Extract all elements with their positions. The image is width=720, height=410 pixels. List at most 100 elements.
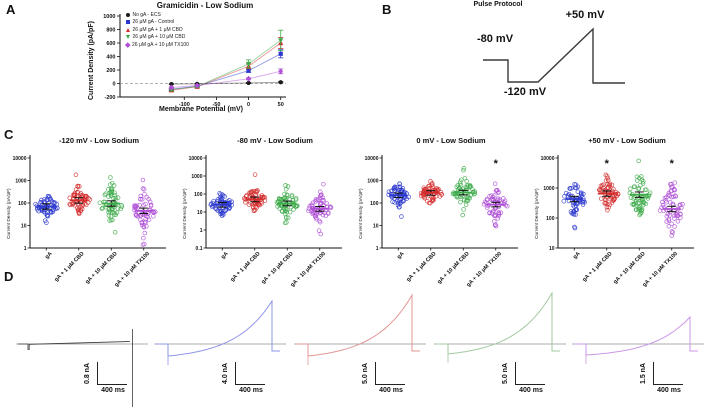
scatter-plot-canvas: 1 10 100 1000 10000 * [365, 155, 518, 252]
legend-item: No gA - ECS [126, 11, 189, 19]
legend-item-label: 26 μM gA + 10 μM TX100 [132, 41, 189, 48]
current-trace-canvas [572, 315, 704, 364]
svg-text:0.1: 0.1 [196, 246, 203, 252]
legend-marker-icon [125, 42, 131, 48]
scatter-plot-canvas: 10 100 1000 10000 * * [541, 155, 694, 252]
scatter-plot-canvas: 0.1 1 10 100 1000 10000 [189, 155, 342, 252]
legend-item-label: No gA - ECS [132, 11, 161, 18]
legend-marker-icon [126, 35, 130, 40]
svg-text:-100: -100 [179, 102, 190, 108]
svg-text:0: 0 [247, 102, 250, 108]
scatter-plot-title: -120 mV - Low Sodium [58, 136, 139, 145]
scalebar-time-label: 400 ms [101, 387, 125, 394]
svg-text:0: 0 [112, 81, 115, 87]
svg-text:100: 100 [18, 201, 27, 207]
current-trace-canvas [16, 329, 148, 407]
scalebar-vertical-icon [375, 362, 377, 385]
legend-item: 26 μM gA + 10 μM CBD [126, 34, 189, 42]
svg-text:100: 100 [370, 201, 379, 207]
scalebar-horizontal-icon [235, 384, 265, 386]
scalebar-amplitude-label: 5.0 nA [362, 362, 369, 384]
iv-plot-canvas: -200 0 200 400 600 800 1000 -100 -50 0 50 [103, 14, 286, 108]
legend-item-label: 26 μM gA - Control [132, 19, 175, 26]
svg-text:50: 50 [278, 102, 284, 108]
svg-text:1000: 1000 [103, 14, 115, 20]
scatter-plot-canvas: 1 10 100 1000 10000 [13, 155, 166, 252]
scalebar-vertical-icon [653, 362, 655, 385]
pulse-bottom-label: -120 mV [503, 86, 547, 98]
iv-plot-ylabel: Current Density (pA/pF) [88, 21, 95, 100]
panel-label-d: D [4, 269, 14, 284]
iv-plot-title: Gramicidin - Low Sodium [156, 1, 254, 10]
svg-text:-200: -200 [104, 95, 115, 101]
iv-plot-legend: No gA - ECS 26 μM gA - Control 26 μM gA … [125, 11, 189, 49]
svg-text:10: 10 [549, 246, 555, 252]
svg-text:*: * [670, 158, 675, 170]
current-trace-canvas [434, 291, 566, 363]
scalebar-horizontal-icon [97, 384, 127, 386]
legend-item: 26 μM gA + 10 μM TX100 [125, 41, 189, 49]
trace-ga-control: 4.0 nA 400 ms [152, 272, 292, 410]
scatter-plot-plus50mV: +50 mV - Low Sodium Current Density (pA/… [530, 131, 704, 303]
legend-marker-icon [126, 12, 130, 17]
scatter-plot-title: -80 mV - Low Sodium [237, 136, 313, 145]
scatter-plot-title: 0 mV - Low Sodium [416, 136, 486, 145]
scatter-plot-title: +50 mV - Low Sodium [588, 136, 666, 145]
legend-marker-icon [126, 20, 130, 25]
iv-plot-xlabel: Membrane Potential (mV) [158, 106, 243, 113]
current-trace-canvas [154, 299, 286, 365]
pulse-protocol-title: Pulse Protocol [473, 1, 523, 8]
scatter-plot-minus120mV: -120 mV - Low Sodium Current Density (pA… [2, 131, 176, 303]
trace-ga-1um-cbd: 5.0 nA 400 ms [292, 272, 432, 410]
svg-text:*: * [605, 158, 610, 170]
trace-no-ga: 0.8 nA 400 ms [14, 272, 154, 410]
svg-text:*: * [494, 158, 499, 170]
svg-text:-50: -50 [212, 102, 220, 108]
scalebar-time-label: 400 ms [657, 387, 681, 394]
scalebar-amplitude-label: 5.0 nA [502, 362, 509, 384]
scalebar-time-label: 400 ms [239, 387, 263, 394]
svg-text:10: 10 [373, 223, 379, 229]
legend-item: 26 μM gA + 1 μM CBD [126, 26, 189, 34]
scalebar-amplitude-label: 0.8 nA [84, 362, 91, 384]
svg-text:10000: 10000 [13, 156, 27, 162]
svg-text:800: 800 [106, 27, 115, 33]
legend-marker-icon [126, 27, 130, 32]
panel-label-c: C [4, 127, 14, 142]
legend-item-label: 26 μM gA + 1 μM CBD [132, 26, 183, 33]
panel-a-iv-plot: Gramicidin - Low Sodium Current Density … [72, 0, 304, 128]
svg-text:400: 400 [106, 54, 115, 60]
svg-text:1000: 1000 [15, 178, 26, 184]
legend-item-label: 26 μM gA + 10 μM CBD [132, 34, 186, 41]
scalebar-horizontal-icon [653, 384, 683, 386]
svg-text:1: 1 [376, 246, 379, 252]
scalebar-amplitude-label: 4.0 nA [222, 362, 229, 384]
svg-text:100: 100 [194, 192, 203, 198]
svg-text:10000: 10000 [541, 156, 555, 162]
scalebar-horizontal-icon [375, 384, 405, 386]
svg-text:1: 1 [200, 228, 203, 234]
svg-text:1000: 1000 [367, 178, 378, 184]
svg-text:10000: 10000 [365, 156, 379, 162]
trace-ga-10um-tx100: 1.5 nA 400 ms [570, 272, 710, 410]
svg-text:1: 1 [24, 246, 27, 252]
pulse-peak-label: +50 mV [565, 9, 605, 21]
scalebar-vertical-icon [97, 362, 99, 385]
panel-b-pulse-protocol: Pulse Protocol -80 mV +50 mV -120 mV [375, 0, 720, 118]
svg-text:1000: 1000 [191, 174, 202, 180]
scalebar-vertical-icon [515, 362, 517, 385]
current-trace-canvas [294, 293, 426, 365]
svg-text:10: 10 [21, 223, 27, 229]
scalebar-vertical-icon [235, 362, 237, 385]
scalebar-amplitude-label: 1.5 nA [640, 362, 647, 384]
svg-text:100: 100 [546, 216, 555, 222]
trace-ga-10um-cbd: 5.0 nA 400 ms [432, 272, 572, 410]
scalebar-time-label: 400 ms [519, 387, 543, 394]
svg-text:200: 200 [106, 68, 115, 74]
scalebar-time-label: 400 ms [379, 387, 403, 394]
legend-item: 26 μM gA - Control [126, 19, 189, 27]
panel-label-a: A [6, 2, 16, 17]
panel-label-b: B [382, 2, 392, 17]
scatter-plot-0mV: 0 mV - Low Sodium Current Density (pA/pF… [354, 131, 528, 303]
scatter-plot-minus80mV: -80 mV - Low Sodium Current Density (pA/… [178, 131, 352, 303]
